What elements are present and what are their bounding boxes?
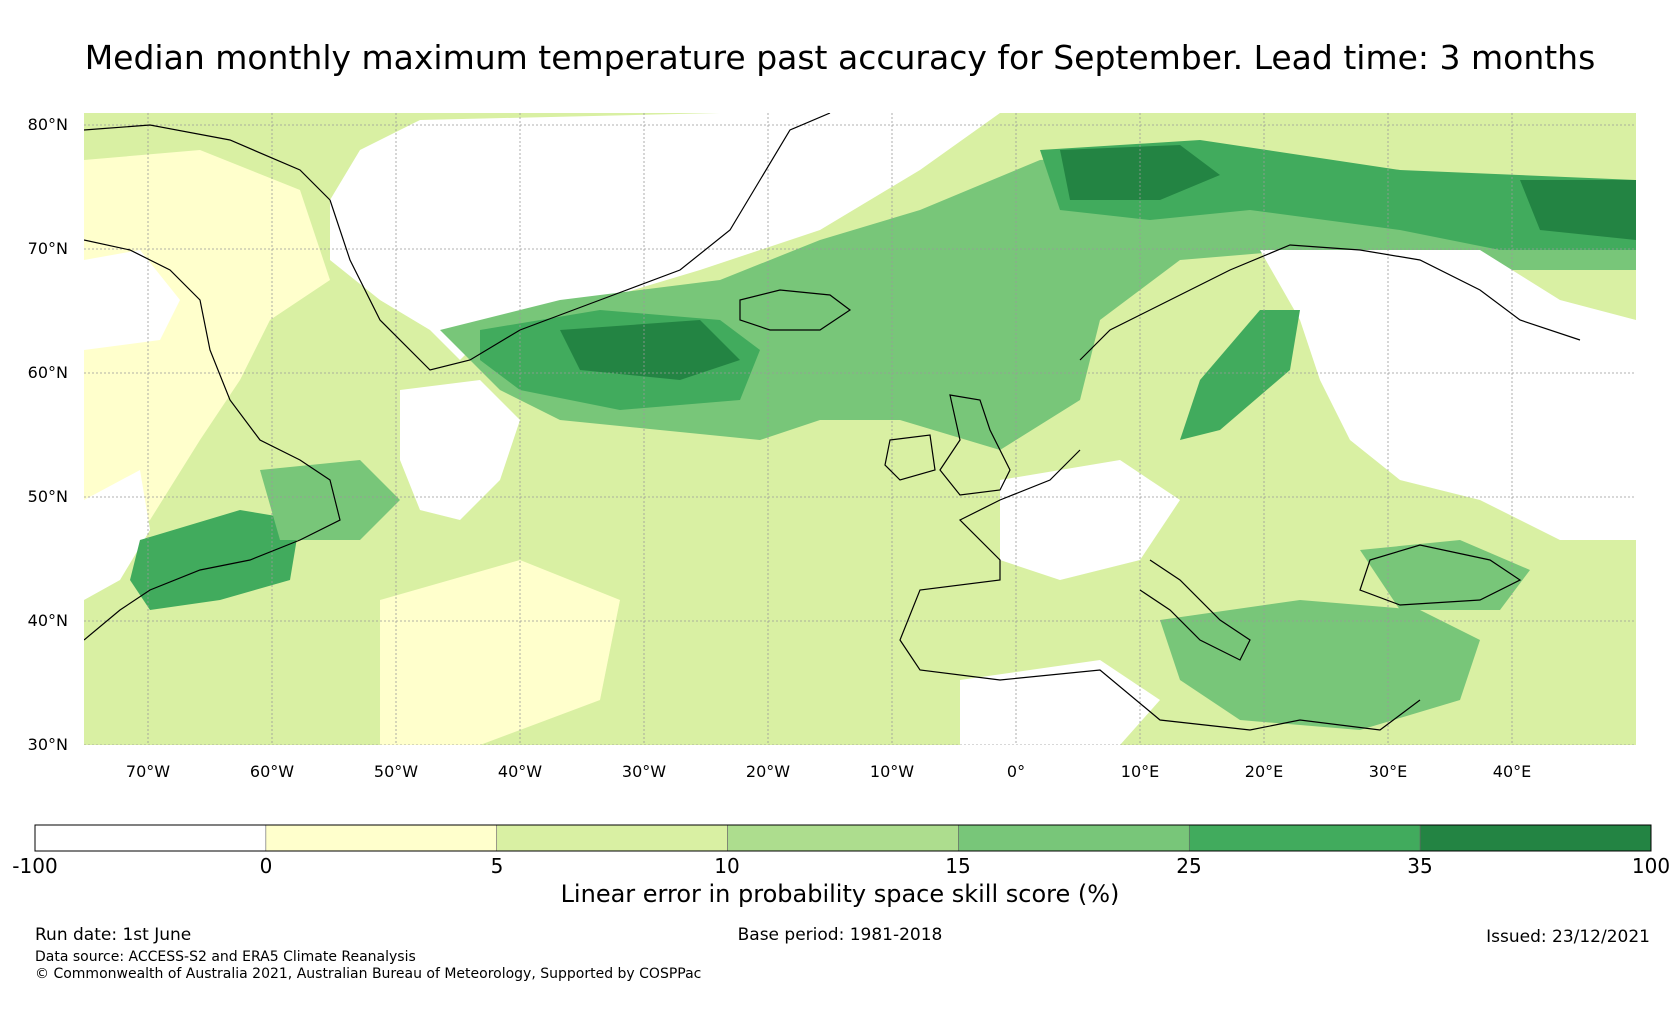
lon-label: 30°W <box>622 762 666 781</box>
lon-label: 10°E <box>1121 762 1159 781</box>
longitude-labels: 70°W 60°W 50°W 40°W 30°W 20°W 10°W 0° 10… <box>126 762 1531 781</box>
colorbar-tick-label: 5 <box>491 854 504 878</box>
colorbar-swatch <box>265 824 498 852</box>
lon-label: 30°E <box>1369 762 1407 781</box>
colorbar-tick-label: 0 <box>260 854 273 878</box>
skill-region-white-eurasia <box>1260 250 1636 540</box>
colorbar-tick-label: 100 <box>1632 854 1670 878</box>
coastline-italy <box>1139 559 1251 661</box>
lat-label: 70°N <box>28 239 68 258</box>
lon-label: 0° <box>1007 762 1025 781</box>
colorbar-swatches <box>34 824 1652 852</box>
colorbar: -100 0 5 10 15 25 35 100 <box>12 824 1670 878</box>
run-date: Run date: 1st June <box>35 925 192 945</box>
skill-region-mid-mediterranean <box>1160 600 1480 730</box>
colorbar-label: Linear error in probability space skill … <box>560 880 1120 908</box>
skill-region-white-sahara <box>960 660 1160 745</box>
lat-label: 80°N <box>28 115 68 134</box>
skill-region-white-westeurope <box>1000 460 1180 580</box>
colorbar-swatch <box>958 824 1190 852</box>
page-title: Median monthly maximum temperature past … <box>84 38 1596 77</box>
skill-region-white-atlantic-coast <box>84 470 150 600</box>
coastline-iceland <box>739 289 852 331</box>
copyright: © Commonwealth of Australia 2021, Austra… <box>35 966 702 982</box>
coastline-uk <box>939 394 1011 496</box>
issued-date: Issued: 23/12/2021 <box>1486 927 1650 947</box>
lat-label: 40°N <box>28 611 68 630</box>
skill-region-white-baffin <box>84 250 180 350</box>
lon-label: 40°E <box>1493 762 1531 781</box>
colorbar-swatch <box>1419 824 1652 852</box>
latitude-labels: 80°N 70°N 60°N 50°N 40°N 30°N <box>28 115 68 754</box>
lon-label: 50°W <box>374 762 418 781</box>
skill-region-veryhigh-svalbard <box>1060 145 1220 200</box>
lon-label: 20°W <box>746 762 790 781</box>
lat-label: 30°N <box>28 735 68 754</box>
coastline-scandinavia <box>1079 244 1581 361</box>
lon-label: 70°W <box>126 762 170 781</box>
data-source: Data source: ACCESS-S2 and ERA5 Climate … <box>35 949 416 965</box>
lon-label: 40°W <box>498 762 542 781</box>
skill-region-high-baltic <box>1180 310 1300 440</box>
skill-region-white-labrador <box>400 380 520 520</box>
lat-label: 60°N <box>28 363 68 382</box>
colorbar-tick-label: 35 <box>1407 854 1432 878</box>
colorbar-frame <box>34 824 1652 852</box>
skill-region-low-midatlantic <box>380 560 620 745</box>
coastline-baffin <box>84 124 331 201</box>
colorbar-tick-label: 10 <box>714 854 739 878</box>
lon-label: 20°E <box>1245 762 1283 781</box>
skill-region-greenland <box>330 113 1000 360</box>
skill-field <box>84 113 1636 745</box>
skill-region-mid-newfoundland <box>260 460 400 540</box>
skill-region-low-west <box>84 150 330 560</box>
colorbar-swatch <box>727 824 959 852</box>
colorbar-swatch <box>496 824 728 852</box>
coastlines <box>84 113 1581 731</box>
coastline-blacksea <box>1359 544 1522 606</box>
lat-label: 50°N <box>28 487 68 506</box>
lon-label: 10°W <box>870 762 914 781</box>
colorbar-tick-label: 15 <box>945 854 970 878</box>
colorbar-swatch <box>1188 824 1421 852</box>
colorbar-swatch <box>34 824 267 852</box>
colorbar-tick-label: -100 <box>12 854 57 878</box>
coastline-greenland <box>329 113 831 371</box>
lon-label: 60°W <box>250 762 294 781</box>
graticule <box>84 113 1636 745</box>
colorbar-ticks: -100 0 5 10 15 25 35 100 <box>12 854 1670 878</box>
skill-region-mid-blacksea <box>1360 540 1530 610</box>
coastline-westeurope <box>899 449 1421 731</box>
skill-region-high-novascotia <box>130 510 300 610</box>
skill-region-veryhigh-karasea <box>1520 180 1636 240</box>
skill-region-veryhigh-iceland-south <box>560 320 740 380</box>
base-period: Base period: 1981-2018 <box>737 925 943 945</box>
coastline-northamerica <box>84 239 341 641</box>
colorbar-tick-label: 25 <box>1176 854 1201 878</box>
coastline-ireland <box>884 434 936 481</box>
